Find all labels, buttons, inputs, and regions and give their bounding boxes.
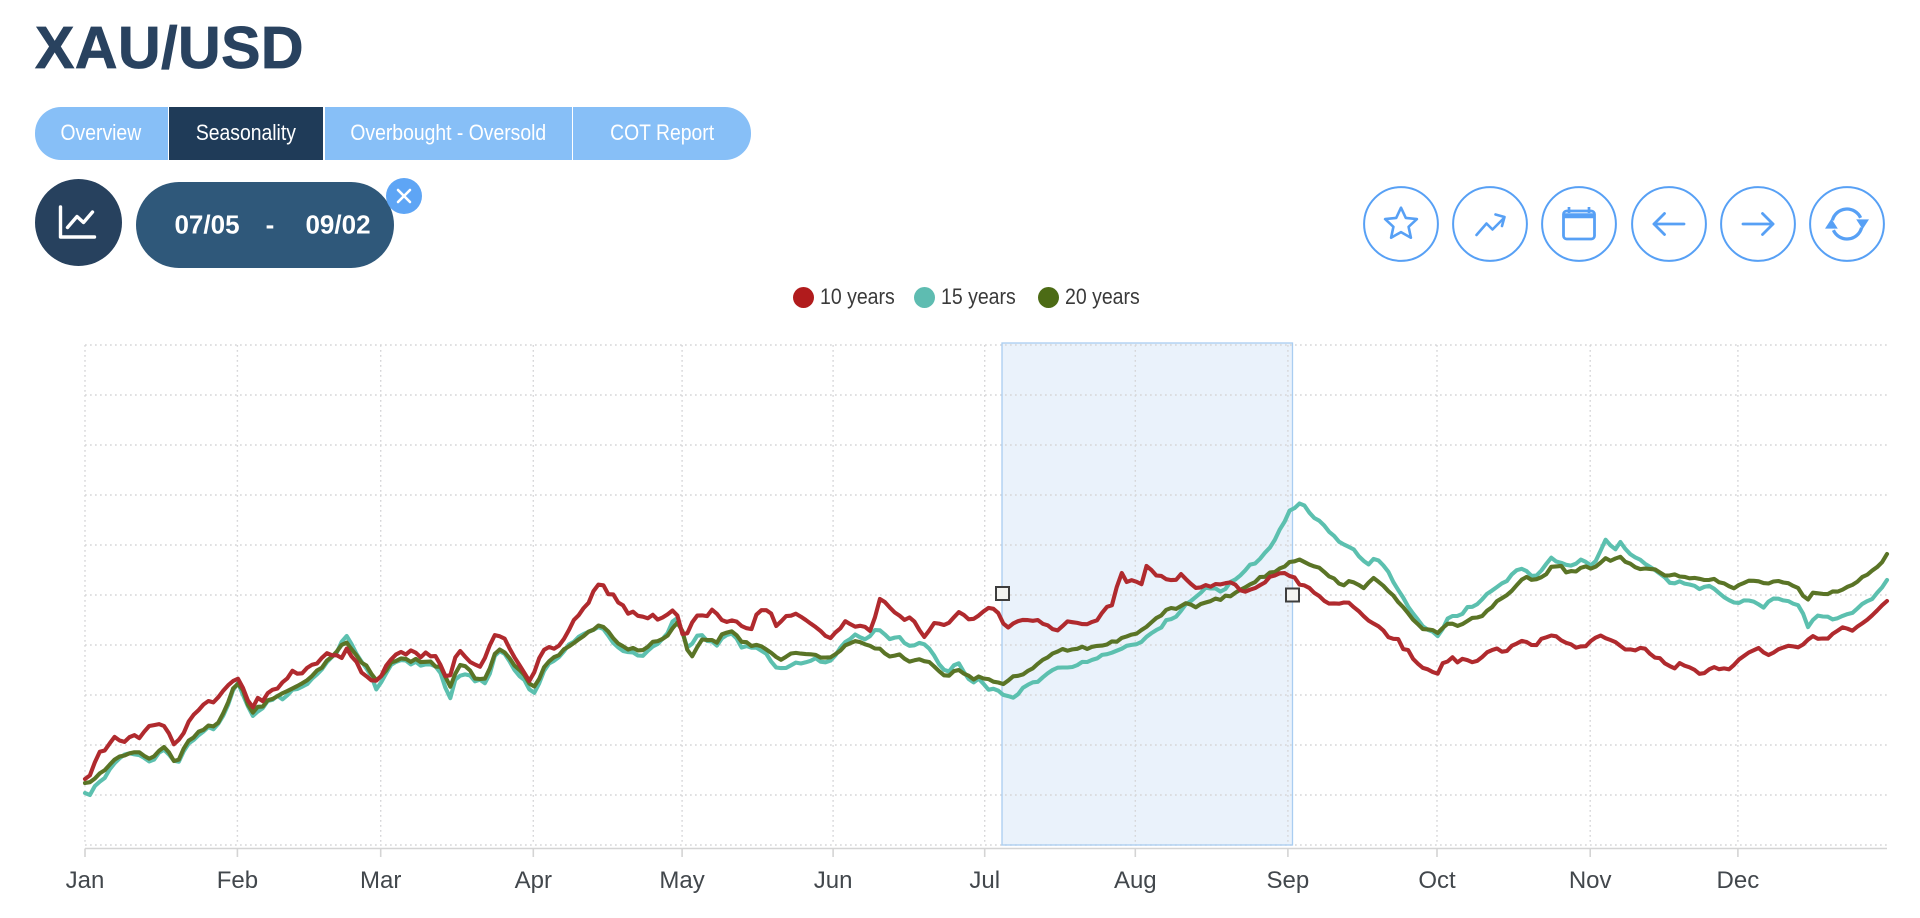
svg-text:Dec: Dec — [1717, 867, 1760, 894]
svg-text:Jun: Jun — [814, 867, 853, 894]
svg-text:Aug: Aug — [1114, 867, 1157, 894]
svg-text:Mar: Mar — [360, 867, 401, 894]
svg-text:Sep: Sep — [1267, 867, 1310, 894]
svg-text:Jan: Jan — [66, 867, 105, 894]
svg-text:Feb: Feb — [217, 867, 258, 894]
svg-text:Apr: Apr — [515, 867, 552, 894]
svg-text:May: May — [659, 867, 704, 894]
svg-text:Oct: Oct — [1418, 867, 1456, 894]
svg-text:Nov: Nov — [1569, 867, 1612, 894]
svg-text:Jul: Jul — [969, 867, 1000, 894]
